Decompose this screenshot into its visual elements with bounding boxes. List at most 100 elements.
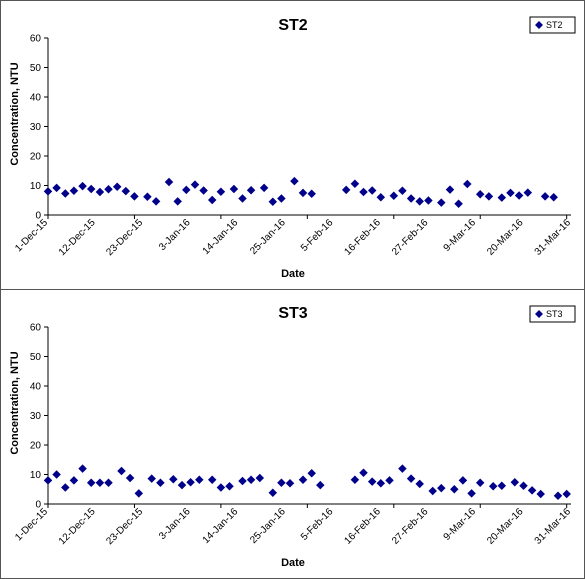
data-point — [277, 478, 286, 488]
data-point — [488, 482, 498, 491]
data-point — [216, 187, 226, 196]
x-tick-label: 9-Mar-16 — [442, 506, 479, 543]
x-tick-label: 23-Dec-15 — [104, 217, 145, 258]
y-tick-label: 30 — [30, 411, 42, 422]
data-point — [367, 186, 377, 195]
data-point — [506, 188, 515, 198]
data-point — [207, 195, 217, 205]
data-point — [514, 191, 524, 200]
x-tick-label: 31-Mar-16 — [533, 506, 574, 547]
data-point — [406, 194, 416, 203]
data-point — [268, 197, 278, 206]
x-tick-label: 25-Jan-16 — [248, 217, 288, 257]
data-point — [467, 489, 476, 498]
chart-panel-st3: ST3 Date Concentration, NTU ST3 0 10 20 30 4… — [0, 289, 585, 579]
data-point — [437, 198, 446, 207]
y-tick-label: 60 — [30, 34, 42, 45]
x-tick-label: 25-Jan-16 — [248, 506, 288, 546]
data-point — [458, 476, 468, 485]
data-point — [549, 193, 558, 202]
data-point — [350, 475, 360, 485]
data-point — [398, 186, 407, 196]
data-point — [510, 477, 520, 487]
data-points — [43, 176, 558, 209]
x-tick-label: 1-Dec-15 — [13, 217, 50, 254]
axes: 0 10 20 30 40 50 60 1-Dec-15 12-Dec-15 23-Dec-15 3… — [13, 34, 573, 259]
x-tick-label: 20-Mar-16 — [485, 506, 526, 547]
data-point — [350, 179, 360, 188]
x-axis-label: Date — [281, 557, 305, 569]
x-tick-label: 9-Mar-16 — [442, 217, 479, 254]
data-point — [182, 185, 191, 195]
data-point — [151, 197, 161, 206]
data-point — [454, 199, 463, 209]
y-tick-label: 30 — [30, 122, 42, 133]
data-point — [238, 194, 247, 203]
data-point — [69, 476, 79, 485]
x-tick-label: 3-Jan-16 — [157, 506, 193, 542]
x-tick-label: 1-Dec-15 — [13, 506, 50, 543]
data-point — [95, 187, 105, 197]
x-tick-label: 16-Feb-16 — [343, 217, 384, 258]
legend-box — [529, 305, 576, 323]
data-point — [225, 482, 234, 491]
x-tick-label: 5-Feb-16 — [299, 506, 336, 543]
x-tick-label: 12-Dec-15 — [57, 217, 98, 258]
legend-box — [529, 16, 576, 34]
data-point — [164, 177, 174, 187]
data-point — [61, 483, 70, 492]
data-point — [112, 182, 122, 191]
y-tick-label: 50 — [30, 63, 42, 74]
y-tick-label: 50 — [30, 352, 42, 363]
data-point — [527, 486, 537, 495]
chart-panel-st2: ST2 Date Concentration, NTU ST2 0 10 20 30 4… — [0, 0, 585, 290]
y-tick-label: 40 — [30, 382, 42, 393]
data-point — [445, 185, 455, 194]
data-point — [52, 183, 61, 193]
data-point — [173, 197, 182, 206]
data-point — [519, 481, 528, 490]
y-tick-label: 10 — [30, 470, 42, 481]
data-point — [298, 475, 308, 485]
data-point — [415, 479, 424, 489]
data-point — [147, 474, 156, 483]
data-point — [553, 491, 563, 500]
data-point — [255, 473, 265, 483]
data-point — [238, 476, 247, 486]
data-point — [69, 186, 79, 196]
data-point — [229, 184, 239, 194]
data-point — [195, 475, 204, 485]
x-tick-label: 27-Feb-16 — [390, 506, 431, 547]
y-axis-label: Concentration, NTU — [9, 351, 21, 454]
data-point — [406, 474, 416, 483]
data-point — [475, 478, 485, 488]
chart-title: ST3 — [278, 305, 307, 322]
data-point — [78, 181, 87, 191]
data-point — [143, 192, 152, 201]
data-point — [376, 193, 386, 202]
legend: ST3 — [529, 305, 576, 323]
data-point — [463, 179, 472, 189]
data-point — [523, 188, 533, 197]
y-tick-label: 60 — [30, 323, 42, 334]
legend-entry: ST2 — [546, 20, 563, 30]
data-point — [95, 478, 105, 488]
x-axis-label: Date — [281, 268, 305, 280]
y-tick-label: 20 — [30, 152, 42, 163]
x-tick-label: 16-Feb-16 — [343, 506, 384, 547]
data-point — [415, 197, 424, 206]
data-points — [43, 464, 571, 500]
data-point — [156, 478, 165, 488]
x-tick-label: 20-Mar-16 — [485, 217, 526, 258]
data-point — [246, 475, 256, 485]
data-point — [497, 193, 507, 202]
data-point — [428, 486, 437, 496]
data-point — [207, 475, 217, 485]
data-point — [389, 191, 399, 201]
data-point — [78, 464, 87, 473]
data-point — [186, 477, 195, 487]
data-point — [424, 196, 433, 205]
data-point — [562, 489, 571, 499]
data-point — [104, 185, 113, 194]
data-point — [43, 187, 53, 196]
